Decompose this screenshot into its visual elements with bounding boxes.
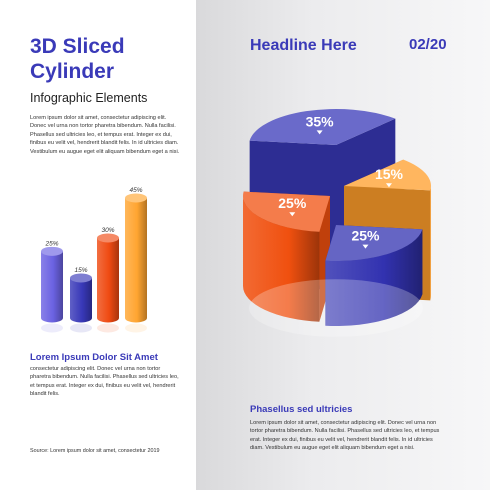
right-section-heading: Phasellus sed ultricies — [250, 404, 353, 415]
left-section-heading: Lorem Ipsum Dolor Sit Amet — [30, 352, 158, 363]
bar-label-2: 15% — [74, 267, 87, 274]
bar-cylinder-4: 45% — [125, 187, 147, 333]
slice-arrow-2 — [385, 183, 392, 188]
page-title: 3D Sliced Cylinder — [30, 35, 125, 83]
bar-cylinder-1: 25% — [41, 240, 63, 333]
page-number: 02/20 — [409, 36, 447, 53]
headline: Headline Here — [250, 37, 357, 54]
source-note: Source: Lorem ipsum dolor sit amet, cons… — [30, 448, 160, 454]
slice-arrow-4 — [289, 212, 296, 217]
left-section-paragraph: consectetur adipiscing elit. Donec vel u… — [30, 366, 179, 398]
bar-label-1: 25% — [44, 240, 58, 247]
slice-arrow-1 — [316, 130, 323, 135]
bar-cylinder-3: 30% — [97, 227, 119, 333]
bar-label-3: 30% — [101, 227, 114, 234]
cylinder-slice-3: 25% — [325, 225, 423, 326]
slice-label-3: 25% — [351, 228, 380, 244]
cylinder-reflection — [249, 279, 423, 337]
page-subtitle: Infographic Elements — [30, 91, 148, 105]
intro-paragraph: Lorem ipsum dolor sit amet, consectetur … — [30, 115, 180, 155]
slice-label-1: 35% — [306, 113, 335, 129]
cylinder-slice-4: 25% — [242, 191, 330, 322]
slice-arrow-3 — [362, 244, 369, 249]
slice-label-2: 15% — [375, 166, 404, 182]
bar-cylinder-2: 15% — [70, 267, 93, 333]
right-section-paragraph: Lorem ipsum dolor sit amet, consectetur … — [250, 420, 440, 452]
bar-label-4: 45% — [129, 187, 142, 194]
slice-label-4: 25% — [278, 195, 307, 211]
